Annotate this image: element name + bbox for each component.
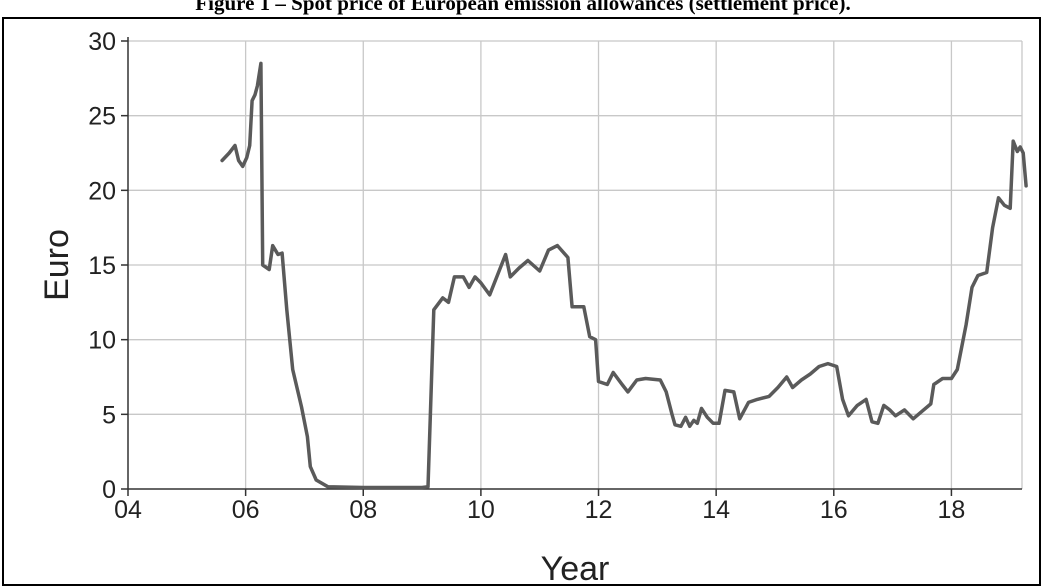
figure-caption: Figure 1 – Spot price of European emissi… [195,0,851,15]
x-tick-label: 16 [820,496,848,524]
axes [121,37,1022,496]
x-axis-title: Year [541,550,610,588]
x-tick-label: 10 [467,496,495,524]
y-tick-label: 0 [102,476,116,504]
x-tick-label: 06 [232,496,260,524]
grid-lines [128,40,1023,489]
x-tick-label: 18 [938,496,966,524]
y-tick-label: 5 [102,401,116,429]
y-tick-label: 15 [88,252,116,280]
y-tick-labels: 0 5 10 15 20 25 30 [88,28,116,504]
series-line [220,61,1028,490]
x-tick-label: 08 [349,496,377,524]
x-tick-label: 14 [702,496,730,524]
x-tick-label: 12 [585,496,613,524]
y-tick-label: 25 [88,103,116,131]
y-tick-label: 20 [88,177,116,205]
x-tick-label: 04 [114,496,142,524]
y-tick-label: 10 [88,327,116,355]
y-axis-title: Euro [38,229,76,301]
x-tick-labels: 04 06 08 10 12 14 16 18 [114,496,965,524]
figure-frame [2,17,1041,586]
y-tick-label: 30 [88,28,116,56]
